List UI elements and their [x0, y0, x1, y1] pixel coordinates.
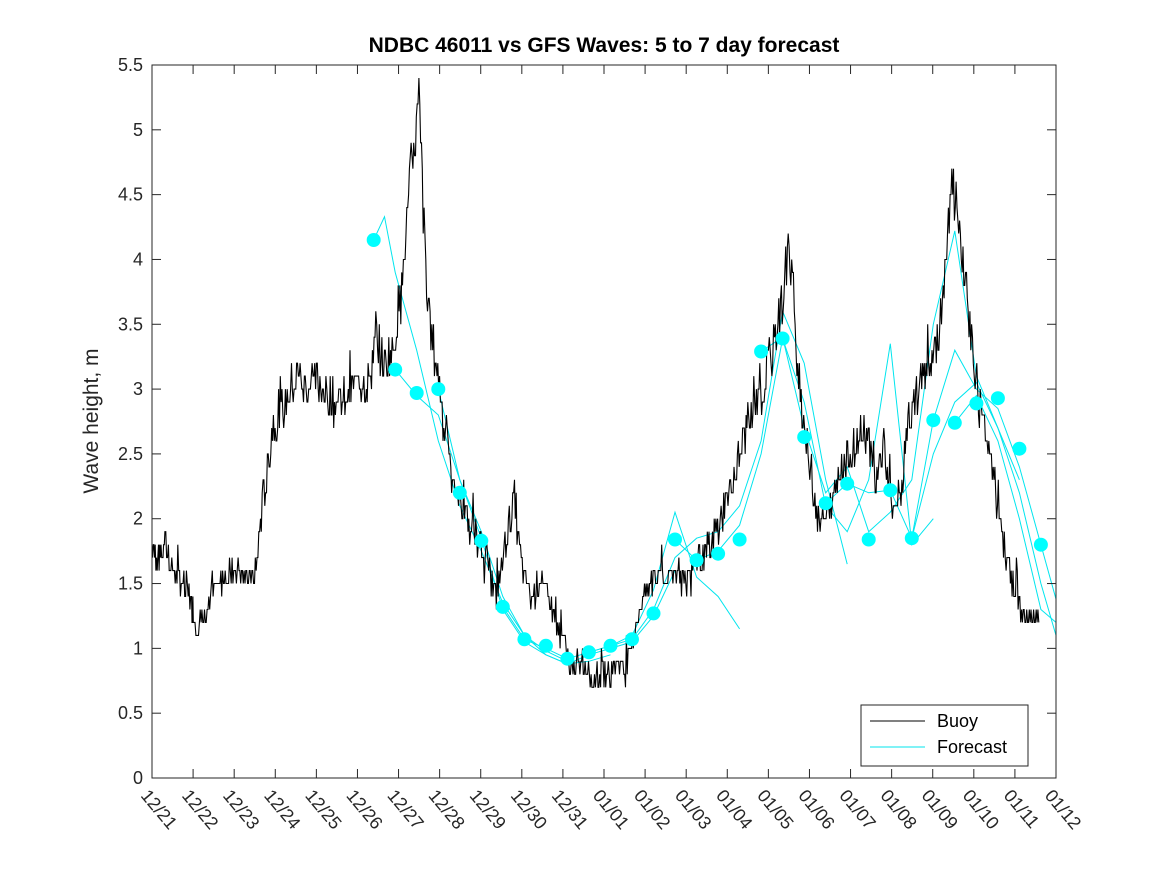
y-axis: 0 0.5 1 1.5 2 2.5 3 3.5 4 4.5 5 5.5 — [118, 55, 1056, 788]
forecast-point — [840, 476, 855, 491]
y-tick-label: 2.5 — [118, 444, 143, 464]
forecast-point — [990, 391, 1005, 406]
legend-forecast-label: Forecast — [937, 737, 1007, 757]
chart-title: NDBC 46011 vs GFS Waves: 5 to 7 day fore… — [369, 34, 840, 57]
y-tick-label: 2 — [133, 509, 143, 529]
forecast-point — [388, 362, 403, 377]
forecast-point — [366, 233, 381, 247]
y-tick-label: 0 — [133, 768, 143, 788]
y-axis-label: Wave height, m — [80, 348, 103, 493]
forecast-point — [668, 532, 682, 547]
forecast-point — [861, 532, 876, 547]
forecast-line — [825, 348, 1056, 600]
buoy-line — [152, 77, 1040, 688]
legend-buoy-label: Buoy — [937, 711, 978, 731]
legend: Buoy Forecast — [860, 704, 1029, 767]
y-tick-label: 5 — [133, 120, 143, 140]
forecast-point — [775, 331, 790, 346]
forecast-line — [394, 369, 611, 665]
y-tick-label: 3.5 — [118, 314, 143, 334]
forecast-point — [1012, 441, 1027, 456]
forecast-point — [517, 632, 532, 647]
forecast-point — [474, 533, 489, 548]
y-tick-label: 0.5 — [118, 703, 143, 723]
forecast-point — [431, 382, 446, 397]
forecast-point — [732, 532, 747, 547]
y-tick-label: 4.5 — [118, 185, 143, 205]
y-tick-label: 5.5 — [118, 55, 143, 75]
forecast-point — [883, 483, 898, 498]
forecast-point — [969, 396, 984, 411]
forecast-point — [818, 496, 833, 511]
y-tick-label: 1.5 — [118, 574, 143, 594]
forecast-point — [1033, 537, 1048, 552]
forecast-line — [911, 381, 1056, 636]
y-tick-label: 3 — [133, 379, 143, 399]
forecast-line — [373, 215, 568, 662]
forecast-point — [947, 415, 962, 430]
forecast-point — [754, 344, 769, 359]
forecast-point — [560, 651, 575, 666]
forecast-point — [625, 632, 639, 647]
forecast-point — [926, 413, 941, 428]
legend-box — [860, 704, 1029, 767]
plot-area — [152, 65, 1056, 778]
y-tick-label: 4 — [133, 249, 143, 269]
buoy-series — [152, 77, 1040, 688]
forecast-point — [646, 606, 661, 621]
forecast-point — [904, 531, 919, 546]
forecast-point — [581, 645, 596, 660]
forecast-point — [538, 638, 553, 653]
forecast-point — [689, 553, 704, 568]
forecast-points — [366, 233, 1048, 666]
forecast-point — [797, 430, 812, 445]
forecast-point — [409, 386, 424, 400]
forecast-point — [495, 599, 510, 614]
y-tick-label: 1 — [133, 638, 143, 658]
forecast-point — [603, 638, 618, 653]
forecast-point — [452, 485, 467, 500]
forecast-point — [711, 546, 726, 561]
